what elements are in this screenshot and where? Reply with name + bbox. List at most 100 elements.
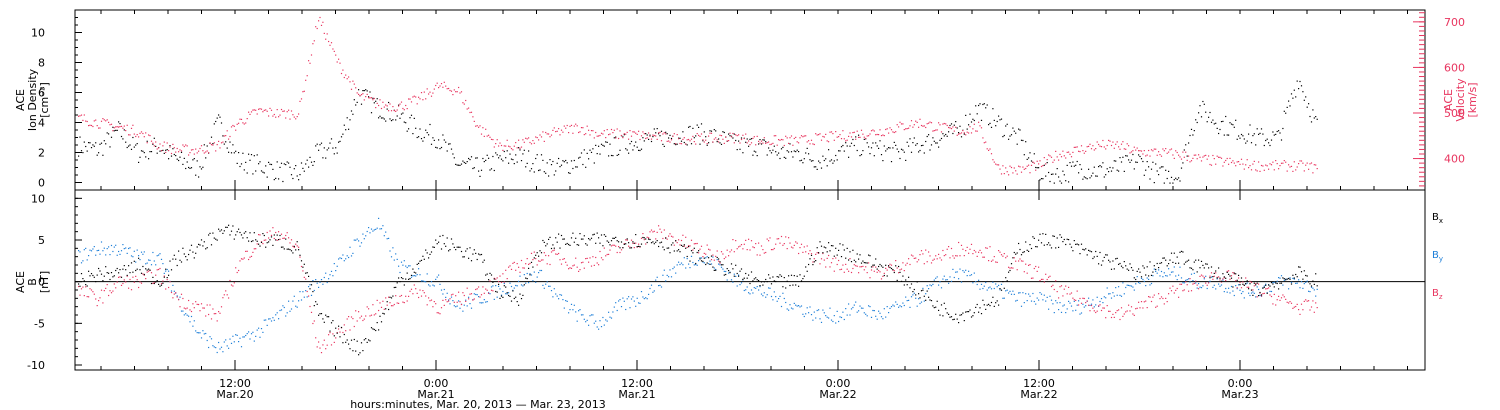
- data-point: [463, 161, 465, 164]
- data-point: [969, 126, 971, 128]
- data-point: [1156, 262, 1158, 265]
- data-point: [176, 147, 178, 150]
- data-point: [648, 293, 650, 295]
- data-point: [1286, 278, 1288, 280]
- data-point: [1236, 288, 1238, 290]
- data-point: [1038, 266, 1040, 268]
- data-point: [1246, 282, 1248, 284]
- data-point: [178, 151, 180, 153]
- data-point: [210, 338, 213, 340]
- data-point: [890, 264, 893, 266]
- data-point: [370, 112, 373, 114]
- data-point: [338, 58, 340, 60]
- data-point: [400, 101, 403, 103]
- data-point: [380, 107, 383, 110]
- data-point: [913, 257, 915, 259]
- data-point: [1145, 300, 1147, 302]
- data-point: [1052, 303, 1054, 305]
- data-point: [839, 150, 841, 152]
- data-point: [525, 137, 527, 139]
- data-point: [1098, 305, 1100, 307]
- data-point: [213, 123, 215, 125]
- data-point: [729, 272, 731, 274]
- data-point: [1282, 127, 1284, 130]
- data-point: [278, 231, 280, 233]
- data-point: [462, 256, 464, 258]
- data-point: [1225, 277, 1227, 279]
- data-point: [100, 241, 103, 243]
- data-point: [1019, 166, 1021, 168]
- data-point: [143, 273, 145, 276]
- data-point: [546, 281, 548, 283]
- data-point: [565, 261, 567, 263]
- data-point: [183, 314, 185, 316]
- data-point: [473, 120, 475, 122]
- data-point: [1122, 282, 1124, 284]
- data-point: [349, 348, 351, 350]
- data-point: [1299, 80, 1301, 83]
- data-point: [90, 147, 93, 149]
- data-point: [1093, 310, 1095, 312]
- data-point: [562, 258, 564, 260]
- data-point: [900, 306, 903, 308]
- data-point: [226, 226, 228, 228]
- data-point: [886, 269, 888, 271]
- data-point: [375, 228, 377, 230]
- data-point: [955, 271, 957, 273]
- data-point: [756, 135, 758, 137]
- data-point: [340, 136, 343, 138]
- data-point: [1006, 171, 1008, 173]
- data-point: [795, 304, 797, 306]
- data-point: [659, 242, 661, 244]
- data-point: [1249, 283, 1251, 285]
- data-point: [796, 141, 798, 143]
- data-point: [533, 257, 535, 259]
- data-point: [1236, 161, 1238, 163]
- data-point: [643, 237, 645, 239]
- data-point: [620, 306, 623, 308]
- data-point: [1198, 154, 1200, 156]
- data-point: [1069, 162, 1071, 164]
- data-point: [886, 148, 888, 150]
- data-point: [889, 263, 891, 265]
- data-point: [360, 315, 363, 317]
- data-point: [322, 157, 324, 159]
- data-point: [496, 154, 498, 156]
- data-point: [772, 299, 774, 301]
- data-point: [228, 297, 230, 299]
- data-point: [1138, 268, 1140, 270]
- data-point: [1156, 272, 1158, 274]
- data-point: [430, 95, 433, 97]
- data-point: [960, 136, 963, 138]
- data-point: [779, 139, 781, 141]
- data-point: [225, 226, 227, 228]
- data-point: [243, 123, 245, 125]
- data-point: [1098, 143, 1100, 146]
- data-point: [690, 239, 693, 241]
- data-point: [295, 118, 297, 120]
- data-point: [678, 249, 680, 251]
- data-point: [1100, 146, 1103, 148]
- data-point: [943, 275, 945, 277]
- data-point: [119, 253, 121, 255]
- data-point: [855, 138, 857, 140]
- data-point: [1309, 115, 1311, 118]
- data-point: [250, 255, 253, 257]
- data-point: [626, 239, 628, 241]
- data-point: [233, 152, 235, 154]
- data-point: [255, 109, 257, 111]
- data-point: [886, 306, 888, 308]
- data-point: [568, 268, 570, 270]
- data-point: [1296, 166, 1298, 168]
- data-point: [719, 142, 721, 144]
- data-point: [95, 254, 97, 256]
- data-point: [1258, 288, 1260, 291]
- data-point: [922, 289, 924, 291]
- data-point: [206, 150, 208, 152]
- data-point: [1140, 276, 1143, 278]
- data-point: [292, 245, 294, 247]
- data-point: [103, 275, 105, 277]
- data-point: [772, 149, 774, 151]
- data-point: [550, 290, 553, 292]
- right-y-tick-label: 600: [1444, 61, 1465, 74]
